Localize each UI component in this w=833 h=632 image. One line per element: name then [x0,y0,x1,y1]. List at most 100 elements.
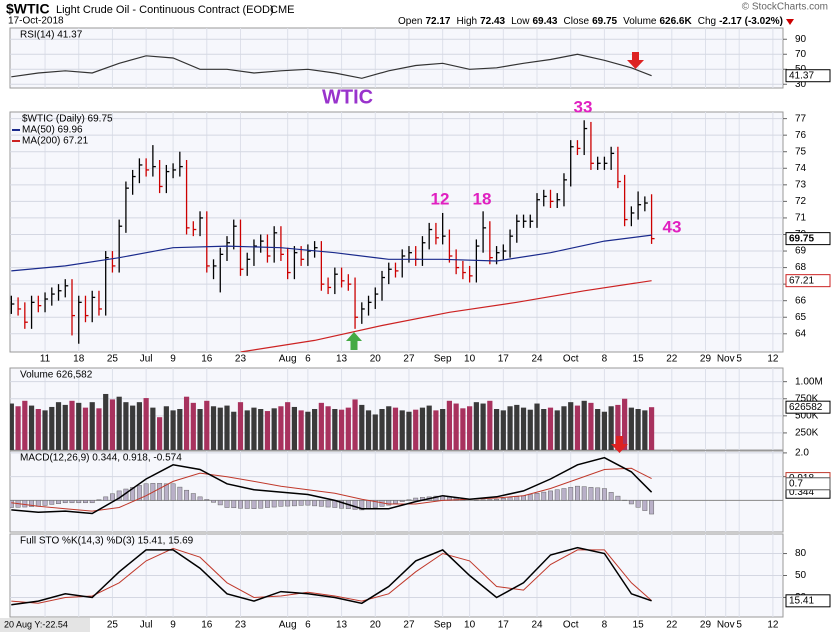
marks [10,120,655,352]
volume-bar [136,402,142,450]
marks [10,393,655,450]
volume-bar [601,411,608,450]
y-tick-label: 65 [795,312,807,323]
quote-value: 69.75 [592,16,617,27]
histogram-bar [285,500,291,507]
histogram-bar [386,500,392,506]
volume-bar [433,410,439,450]
down-arrow [627,52,644,69]
histogram-bar [96,499,102,501]
x-tick-label: Jul [140,620,153,631]
y-tick-label: 30 [795,79,807,90]
quote-value: 626.6K [659,16,692,27]
histogram-bar [608,492,614,501]
histogram-bar [352,500,358,510]
volume-bar [170,410,176,450]
histogram-bar [177,486,183,501]
histogram-bar [554,489,560,501]
value-label: 15.41 [789,595,814,606]
x-tick-label: Oct [563,620,579,631]
histogram-bar [359,500,365,511]
histogram-bar [190,493,196,501]
y-tick-label: 77 [795,113,807,124]
x-tick-label: 16 [201,620,213,631]
volume-bar [365,410,372,450]
y-tick-label: 71 [795,213,807,224]
value-label: 0.7 [789,478,803,489]
volume-bar [183,396,190,450]
volume-bar [264,411,271,450]
x-tick-label: 22 [666,620,678,631]
value-box [785,232,831,246]
x-tick-label: Aug [279,354,297,365]
y-tick-label: 64 [795,328,807,339]
histogram-bar [366,500,371,509]
volume-bar [581,400,587,450]
quote-label: Open [398,16,422,27]
histogram-bar [231,500,237,509]
y-tick-label: 69 [795,246,807,257]
histogram-bar [83,500,88,504]
volume-bar [210,406,217,450]
histogram-bar [649,500,655,515]
histogram-bar [217,500,223,506]
volume-bar [615,404,621,450]
histogram-bar [534,493,540,501]
x-tick-label: 8 [602,620,608,631]
histogram-bar [298,500,304,506]
y-tick-label: 750K [795,393,819,404]
y-tick-label: 73 [795,179,807,190]
marks [11,53,652,79]
x-tick-label: 18 [73,354,85,365]
volume-bar [359,404,365,450]
volume-bar [231,411,237,450]
volume-bar [237,402,244,450]
macd-line [11,456,653,515]
y-tick-label: 90 [795,34,807,45]
histogram-bar [49,500,55,505]
x-tick-label: Jul [140,354,153,365]
quote-value: -2.17 (-3.02%) [719,16,783,27]
y-tick-label: 76 [795,130,807,141]
histogram-bar [42,500,48,506]
histogram-bar [305,500,311,506]
histogram-bar [601,488,607,501]
histogram-bar [642,500,648,511]
histogram-bar [264,500,270,508]
histogram-bar [35,500,41,507]
value-label: 67.21 [789,275,814,286]
histogram-bar [581,486,587,501]
x-tick-label: 6 [305,354,311,365]
volume-bar [554,410,560,450]
volume-bar [143,398,149,450]
x-tick-label: 9 [170,354,176,365]
cursor-readout: 20 Aug Y:-22.54 [4,619,68,629]
histogram-bar [628,500,634,505]
exchange: CME [270,4,294,16]
histogram-bar [480,499,486,501]
volume-bar [278,406,284,450]
volume-bar [76,402,82,450]
histogram-bar [130,487,136,501]
quote-value: 72.17 [425,16,450,27]
x-tick-label: Sep [434,620,452,631]
volume-bar [460,408,466,450]
x-tick-label: 23 [235,354,247,365]
histogram-bar [312,500,318,507]
histogram-bar [413,497,419,501]
volume-bar [224,405,230,450]
volume-bar [608,406,614,450]
histogram-bar [393,500,398,504]
volume-bar [332,409,338,450]
volume-bar [130,405,136,450]
volume-bar [15,406,21,450]
histogram-bar [339,500,345,509]
histogram-bar [170,483,176,501]
marks [11,546,652,606]
histogram-bar [325,500,331,508]
volume-bar [163,406,169,450]
volume-bar [345,407,351,450]
y-tick-label: 250K [795,428,819,439]
x-tick-label: 15 [633,354,645,365]
